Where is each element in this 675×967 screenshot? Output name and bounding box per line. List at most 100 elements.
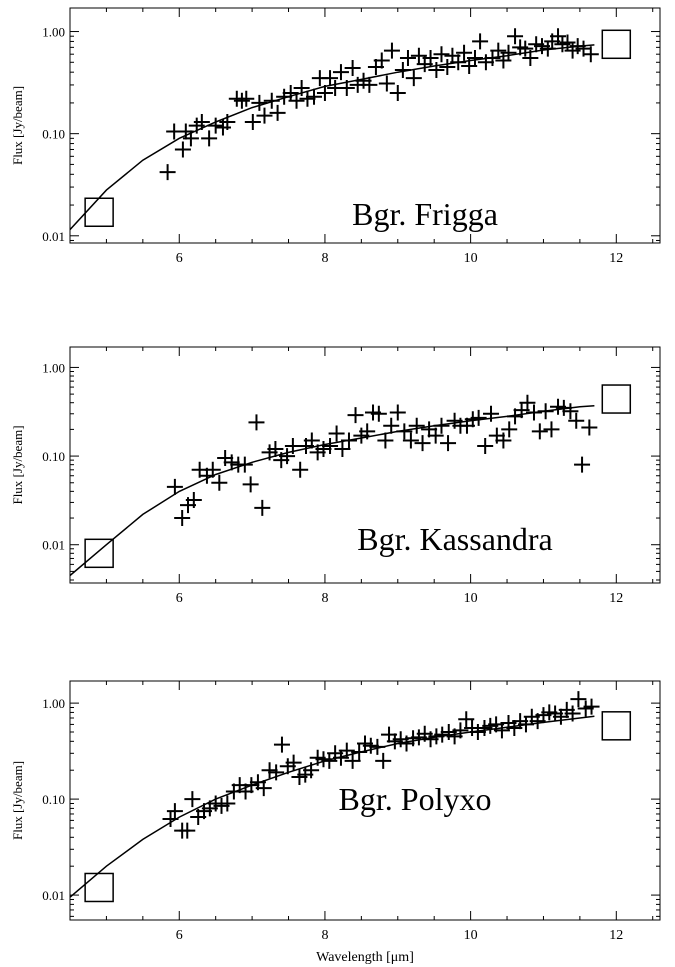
spectrum-point <box>255 780 272 797</box>
spectrum-point <box>248 414 265 431</box>
spectrum-point <box>207 117 224 134</box>
spectrum-point <box>402 432 419 449</box>
spectrum-point <box>466 50 483 67</box>
spectrum-point <box>166 478 183 495</box>
x-tick-label: 6 <box>176 251 183 266</box>
spectrum-point <box>159 164 176 181</box>
spectrum-point <box>375 752 392 769</box>
spectrum-point <box>427 427 444 444</box>
spectrum-point <box>244 114 261 131</box>
panel-title: Bgr. Kassandra <box>357 521 553 557</box>
spectrum-point <box>370 405 387 422</box>
spectrum-point <box>493 722 510 739</box>
plot-area <box>70 384 632 577</box>
spectrum-point <box>472 33 489 50</box>
spectrum-point <box>500 44 517 61</box>
spectrum-point <box>334 441 351 458</box>
spectrum-point <box>285 754 302 771</box>
spectrum-point <box>182 130 199 147</box>
spectrum-point <box>568 412 585 429</box>
spectrum-point <box>362 737 379 754</box>
x-tick-label: 10 <box>464 251 478 266</box>
spectrum-point <box>223 454 240 471</box>
spectrum-point <box>428 62 445 79</box>
spectrum-point <box>303 762 320 779</box>
spectrum-point <box>525 404 542 421</box>
spectrum-point <box>373 52 390 69</box>
plot-frame <box>69 680 661 921</box>
spectrum-point <box>389 85 406 102</box>
y-tick-label: 0.10 <box>42 449 65 464</box>
spectrum-point <box>269 104 286 121</box>
y-tick-label: 0.10 <box>42 127 65 142</box>
spectrum-point <box>174 141 191 158</box>
panel-3: 6 8 10 12 0.01 0.10 1.00 Flux [Jy/beam] Bgr. Pol… <box>10 680 661 943</box>
spectrum-point <box>251 94 268 111</box>
spectrum-point <box>217 450 234 467</box>
x-tick-label: 10 <box>464 928 478 943</box>
panel-title: Bgr. Frigga <box>352 196 498 232</box>
photometry-point <box>601 29 632 60</box>
spectrum-point <box>383 42 400 59</box>
spectrum-point <box>555 399 572 416</box>
spectrum-point <box>383 417 400 434</box>
spectrum-point <box>344 752 361 769</box>
panel-title: Bgr. Polyxo <box>339 781 492 817</box>
spectrum-point <box>315 441 332 458</box>
spectrum-point <box>522 50 539 67</box>
y-tick-label: 1.00 <box>42 696 65 711</box>
x-tick-label: 8 <box>321 591 328 606</box>
spectrum-point <box>470 409 487 426</box>
model-curve <box>70 715 595 898</box>
spectrum-point <box>422 50 439 67</box>
spectrum-point <box>243 777 260 794</box>
y-tick-label: 0.01 <box>42 888 65 903</box>
spectrum-point <box>550 28 567 45</box>
spectrum-point <box>490 42 507 59</box>
x-tick-label: 8 <box>321 251 328 266</box>
spectrum-point <box>299 90 316 107</box>
spectrum-point <box>292 461 309 478</box>
spectrum-point <box>236 456 253 473</box>
spectrum-point <box>543 421 560 438</box>
spectrum-point <box>276 88 293 105</box>
spectrum-point <box>166 803 183 820</box>
spectrum-point <box>377 432 394 449</box>
spectrum-point <box>564 705 581 722</box>
spectrum-point <box>405 70 422 87</box>
spectrum-point <box>263 92 280 109</box>
spectrum-point <box>583 698 600 715</box>
spectrum-point <box>179 822 196 839</box>
spectrum-point <box>396 423 413 440</box>
spectrum-point <box>507 28 524 45</box>
panel-1: 6 8 10 12 0.01 0.10 1.00 Flux [Jy/beam] Bgr. Fri… <box>10 7 661 266</box>
spectrum-point <box>574 456 591 473</box>
spectrum-point <box>378 75 395 92</box>
spectrum-point <box>361 76 378 93</box>
spectrum-point <box>338 742 355 759</box>
spectrum-point <box>219 114 236 131</box>
plot-area <box>70 691 632 903</box>
spectrum-point <box>517 40 534 57</box>
x-tick-label: 12 <box>609 251 623 266</box>
spectrum-point <box>582 46 599 63</box>
x-tick-label: 6 <box>176 591 183 606</box>
spectrum-point <box>408 417 425 434</box>
spectrum-point <box>201 130 218 147</box>
y-tick-label: 0.01 <box>42 538 65 553</box>
spectrum-point <box>537 403 554 420</box>
spectrum-point <box>242 476 259 493</box>
spectrum-point <box>483 405 500 422</box>
plot-area <box>70 28 632 231</box>
spectrum-point <box>562 403 579 420</box>
photometry-point <box>601 711 632 741</box>
spectrum-point <box>268 764 285 781</box>
spectrum-point <box>303 432 320 449</box>
x-tick-label: 12 <box>609 928 623 943</box>
spectrum-point <box>581 419 598 436</box>
y-tick-label: 1.00 <box>42 25 65 40</box>
y-tick-label: 1.00 <box>42 360 65 375</box>
y-tick-label: 0.10 <box>42 792 65 807</box>
spectrum-point <box>184 791 201 808</box>
spectrum-point <box>394 62 411 79</box>
